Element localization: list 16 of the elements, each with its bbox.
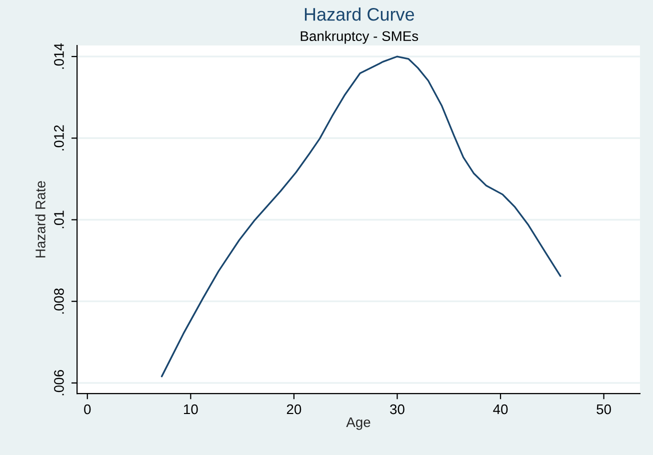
x-tick-label: 20 (286, 404, 302, 414)
line-series (160, 56, 562, 378)
y-tick-label: .012 (54, 125, 64, 150)
x-tick-label: 40 (493, 404, 508, 414)
y-tick-label: .006 (54, 370, 64, 396)
x-tick-label: 30 (390, 404, 404, 414)
y-tick-label: .01 (54, 210, 64, 228)
x-tick-label: 50 (596, 404, 611, 414)
y-tick-label: .014 (54, 43, 64, 69)
chart-title: Hazard Curve (304, 8, 414, 21)
y-tick-label: .008 (54, 288, 64, 314)
y-axis-title: Hazard Rate (35, 181, 46, 258)
chart-subtitle: Bankruptcy - SMEs (300, 30, 418, 44)
x-tick-label: 10 (184, 404, 198, 414)
x-axis-title: Age (346, 417, 370, 430)
x-tick-label: 0 (84, 404, 91, 414)
